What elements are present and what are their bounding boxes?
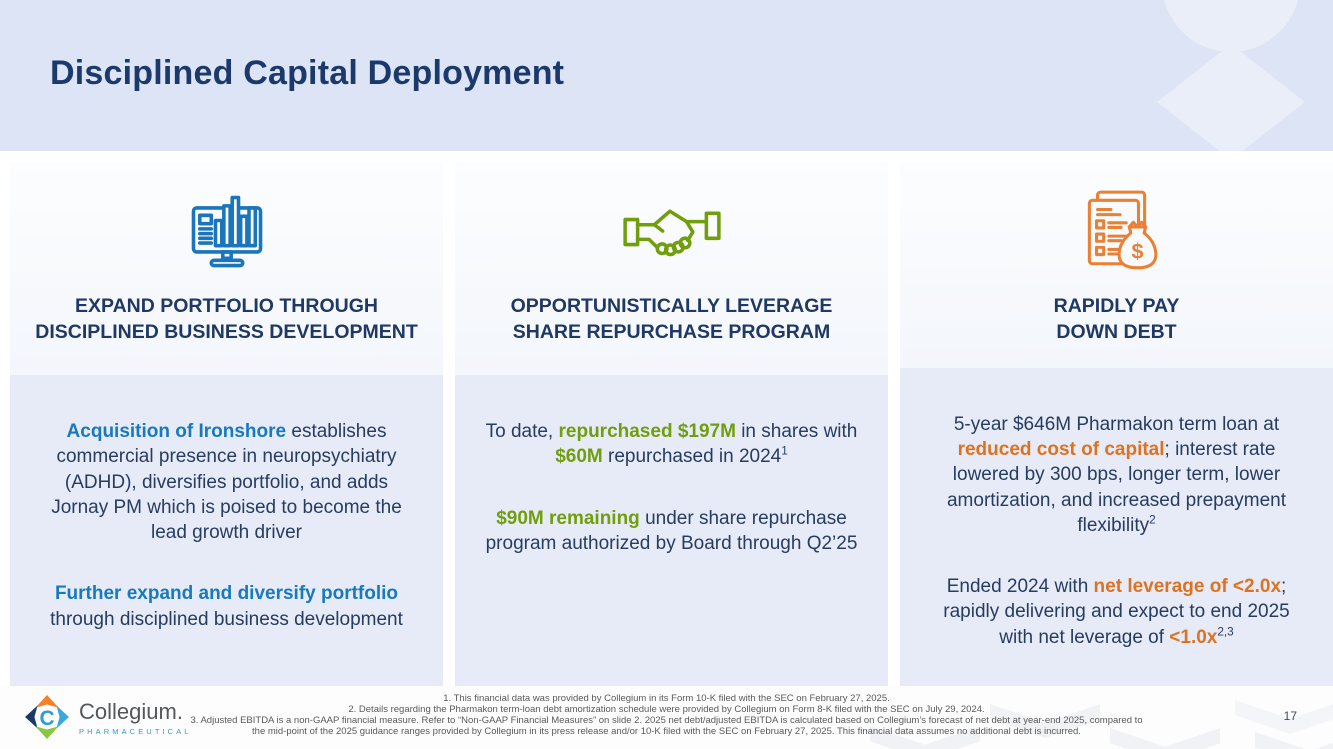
footnote-ref-1: 1 bbox=[781, 444, 788, 458]
footnote-ref-2: 2 bbox=[1149, 513, 1156, 527]
decorative-diamond bbox=[1157, 44, 1305, 151]
collegium-logo-mark: C bbox=[25, 695, 69, 739]
page-title: Disciplined Capital Deployment bbox=[50, 54, 565, 92]
footnote-1: 1. This financial data was provided by C… bbox=[443, 693, 890, 704]
column2-top: OPPORTUNISTICALLY LEVERAGE SHARE REPURCH… bbox=[455, 162, 888, 375]
column3-paragraph2: Ended 2024 with net leverage of <2.0x; r… bbox=[943, 576, 1290, 648]
column3-body: 5-year $646M Pharmakon term loan at redu… bbox=[900, 367, 1333, 686]
collegium-logo: C Collegium. PHARMACEUTICAL bbox=[24, 694, 192, 740]
logo-subtitle: PHARMACEUTICAL bbox=[79, 726, 192, 736]
column2-heading-line1: OPPORTUNISTICALLY LEVERAGE bbox=[510, 295, 833, 317]
column3-paragraph1: 5-year $646M Pharmakon term loan at redu… bbox=[946, 413, 1287, 536]
column2-paragraph1: To date, repurchased $197M in shares wit… bbox=[485, 421, 858, 468]
column3-heading: RAPIDLY PAY DOWN DEBT bbox=[1054, 294, 1180, 345]
column1-top: EXPAND PORTFOLIO THROUGH DISCIPLINED BUS… bbox=[10, 162, 443, 375]
column2-heading: OPPORTUNISTICALLY LEVERAGE SHARE REPURCH… bbox=[511, 294, 833, 345]
svg-text:$: $ bbox=[1131, 240, 1143, 264]
page-number: 17 bbox=[1283, 709, 1297, 723]
column-business-development: EXPAND PORTFOLIO THROUGH DISCIPLINED BUS… bbox=[10, 162, 443, 686]
collegium-logo-text: Collegium. PHARMACEUTICAL bbox=[79, 699, 192, 736]
column1-heading-line1: EXPAND PORTFOLIO THROUGH bbox=[75, 295, 378, 317]
column3-top: $ RAPIDLY PAY DOWN DEBT bbox=[900, 162, 1333, 368]
footer-pattern-chevron bbox=[1255, 732, 1333, 749]
column2-paragraph2: $90M remaining under share repurchase pr… bbox=[485, 507, 858, 554]
column1-heading-line2: DISCIPLINED BUSINESS DEVELOPMENT bbox=[35, 320, 418, 343]
column1-paragraph2: Further expand and diversify portfolio t… bbox=[50, 583, 403, 630]
column1-paragraph1: Acquisition of Ironshore establishes com… bbox=[51, 421, 402, 544]
slide-footer: C Collegium. PHARMACEUTICAL 1. This fina… bbox=[0, 686, 1333, 749]
column2-heading-line2: SHARE REPURCHASE PROGRAM bbox=[512, 320, 831, 343]
footnote-2: 2. Details regarding the Pharmakon term-… bbox=[348, 704, 985, 716]
svg-text:C: C bbox=[39, 707, 54, 730]
footnote-3: 3. Adjusted EBITDA is a non-GAAP financi… bbox=[190, 715, 1143, 738]
bar-chart-monitor-icon bbox=[183, 180, 271, 282]
slide-header: Disciplined Capital Deployment bbox=[0, 0, 1333, 151]
column3-heading-line2: DOWN DEBT bbox=[1056, 320, 1177, 343]
column2-body: To date, repurchased $197M in shares wit… bbox=[455, 375, 888, 686]
columns-container: EXPAND PORTFOLIO THROUGH DISCIPLINED BUS… bbox=[10, 162, 1333, 686]
footnotes: 1. This financial data was provided by C… bbox=[184, 693, 1149, 737]
invoice-money-bag-icon: $ bbox=[1073, 180, 1161, 282]
column1-heading: EXPAND PORTFOLIO THROUGH DISCIPLINED BUS… bbox=[35, 294, 417, 345]
column-pay-down-debt: $ RAPIDLY PAY DOWN DEBT 5-year $646M Pha… bbox=[900, 162, 1333, 686]
column1-body: Acquisition of Ironshore establishes com… bbox=[10, 375, 443, 686]
column-share-repurchase: OPPORTUNISTICALLY LEVERAGE SHARE REPURCH… bbox=[455, 162, 888, 686]
logo-company-name: Collegium. bbox=[79, 698, 183, 724]
column3-heading-line1: RAPIDLY PAY bbox=[1053, 295, 1180, 317]
footnote-ref-2-3: 2,3 bbox=[1217, 625, 1234, 639]
handshake-icon bbox=[622, 180, 722, 282]
